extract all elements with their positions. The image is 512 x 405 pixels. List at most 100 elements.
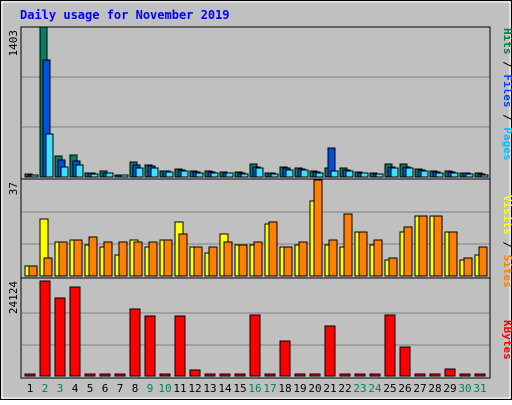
legend-item-visits: Visits <box>501 195 512 235</box>
bar-kbytes-kbytes-day-3 <box>54 297 66 377</box>
bar-visits-sites-day-14 <box>223 241 233 277</box>
bar-kbytes-kbytes-day-24 <box>369 373 381 377</box>
bar-visits-sites-day-6 <box>103 241 113 277</box>
bar-visits-sites-day-13 <box>208 246 218 277</box>
bar-kbytes-kbytes-day-25 <box>384 314 396 377</box>
bar-visits-sites-day-8 <box>133 241 143 277</box>
bar-kbytes-kbytes-day-19 <box>294 373 306 377</box>
legend-kbytes: KBytes <box>501 320 512 360</box>
bar-visits-sites-day-9 <box>148 241 158 277</box>
x-label-day-7: 7 <box>117 382 124 395</box>
bar-hits-pages-day-21 <box>330 170 339 178</box>
bar-kbytes-kbytes-day-4 <box>69 286 81 377</box>
bar-visits-sites-day-4 <box>73 239 83 277</box>
bar-kbytes-kbytes-day-7 <box>114 373 126 377</box>
legend-item-pages: Pages <box>501 127 512 160</box>
bar-visits-sites-day-20 <box>313 179 323 277</box>
bar-kbytes-kbytes-day-18 <box>279 340 291 377</box>
bar-visits-sites-day-11 <box>178 233 188 277</box>
legend-item-hits: Hits <box>501 28 512 55</box>
bar-hits-pages-day-12 <box>195 172 204 178</box>
bar-kbytes-kbytes-day-29 <box>444 368 456 377</box>
bar-kbytes-kbytes-day-9 <box>144 315 156 377</box>
x-label-day-4: 4 <box>72 382 79 395</box>
bar-hits-pages-day-13 <box>210 172 219 178</box>
bar-kbytes-kbytes-day-15 <box>234 373 246 377</box>
x-label-day-11: 11 <box>173 382 186 395</box>
x-label-day-10: 10 <box>158 382 171 395</box>
bar-hits-pages-day-17 <box>270 173 279 178</box>
x-label-day-22: 22 <box>338 382 351 395</box>
bar-hits-pages-day-24 <box>375 173 384 178</box>
bar-kbytes-kbytes-day-8 <box>129 308 141 377</box>
x-label-day-24: 24 <box>368 382 382 395</box>
bar-kbytes-kbytes-day-22 <box>339 373 351 377</box>
bar-kbytes-kbytes-day-23 <box>354 373 366 377</box>
bar-hits-pages-day-28 <box>435 172 444 178</box>
bar-visits-sites-day-19 <box>298 241 308 277</box>
bar-hits-pages-day-8 <box>135 167 144 178</box>
bar-visits-sites-day-21 <box>328 239 338 277</box>
bar-visits-sites-day-1 <box>28 265 38 277</box>
bar-hits-pages-day-5 <box>90 173 99 178</box>
bar-visits-sites-day-26 <box>403 226 413 277</box>
x-label-day-30: 30 <box>458 382 471 395</box>
hits-panel <box>20 26 491 180</box>
bar-hits-pages-day-25 <box>390 167 399 178</box>
bar-visits-sites-day-17 <box>268 221 278 277</box>
legend-item-sites: Sites <box>501 255 512 288</box>
x-label-day-6: 6 <box>102 382 109 395</box>
x-axis-labels: 1 2 3 4 5 6 7 8 9 10 11 12 13 14 15 16 17 18 19 20 21 22 23 24 2… <box>27 382 487 395</box>
bar-hits-pages-day-9 <box>150 167 159 178</box>
bar-visits-sites-day-29 <box>448 231 458 277</box>
x-label-day-9: 9 <box>147 382 154 395</box>
bar-kbytes-kbytes-day-26 <box>399 346 411 377</box>
bar-kbytes-kbytes-day-5 <box>84 373 96 377</box>
x-label-day-2: 2 <box>42 382 49 395</box>
bar-hits-pages-day-20 <box>315 172 324 178</box>
bar-hits-pages-day-29 <box>450 172 459 178</box>
bar-visits-sites-day-31 <box>478 246 488 277</box>
bar-visits-sites-day-2 <box>43 257 53 277</box>
bar-hits-pages-day-2 <box>45 133 54 178</box>
bar-kbytes-kbytes-day-10 <box>159 373 171 377</box>
x-label-day-18: 18 <box>278 382 291 395</box>
bar-visits-sites-day-5 <box>88 236 98 277</box>
bar-hits-pages-day-22 <box>345 170 354 178</box>
bar-kbytes-kbytes-day-21 <box>324 325 336 377</box>
bar-kbytes-kbytes-day-27 <box>414 373 426 377</box>
x-label-day-29: 29 <box>443 382 456 395</box>
bar-hits-pages-day-6 <box>105 172 114 178</box>
legends: Hits / Files / Pages Visits / Sites KBytes <box>501 28 512 360</box>
legend-hits: Hits / Files / Pages <box>501 28 512 161</box>
x-label-day-31: 31 <box>473 382 486 395</box>
x-label-day-27: 27 <box>413 382 426 395</box>
bar-hits-pages-day-3 <box>60 166 69 178</box>
bar-visits-sites-day-7 <box>118 241 128 277</box>
bar-kbytes-kbytes-day-2 <box>39 280 51 377</box>
bar-visits-sites-day-15 <box>238 244 248 277</box>
bar-hits-pages-day-11 <box>180 170 189 178</box>
kbytes-scale-label: 24124 <box>7 281 20 314</box>
bar-kbytes-kbytes-day-11 <box>174 315 186 377</box>
bar-visits-sites-day-18 <box>283 246 293 277</box>
x-label-day-25: 25 <box>383 382 396 395</box>
bar-hits-pages-day-10 <box>165 171 174 178</box>
bar-hits-pages-day-7 <box>120 174 129 178</box>
bar-hits-pages-day-4 <box>75 164 84 178</box>
x-label-day-17: 17 <box>263 382 276 395</box>
x-label-day-1: 1 <box>27 382 34 395</box>
bar-visits-sites-day-24 <box>373 239 383 277</box>
bar-visits-sites-day-3 <box>58 241 68 277</box>
bar-kbytes-kbytes-day-30 <box>459 373 471 377</box>
bar-visits-sites-day-23 <box>358 231 368 277</box>
bar-kbytes-kbytes-day-6 <box>99 373 111 377</box>
outer-frame-bevel-light <box>1 1 511 399</box>
legend-separator: / <box>501 108 512 128</box>
x-label-day-16: 16 <box>248 382 261 395</box>
x-label-day-3: 3 <box>57 382 64 395</box>
x-label-day-21: 21 <box>323 382 336 395</box>
x-label-day-20: 20 <box>308 382 321 395</box>
bar-hits-pages-day-23 <box>360 172 369 178</box>
